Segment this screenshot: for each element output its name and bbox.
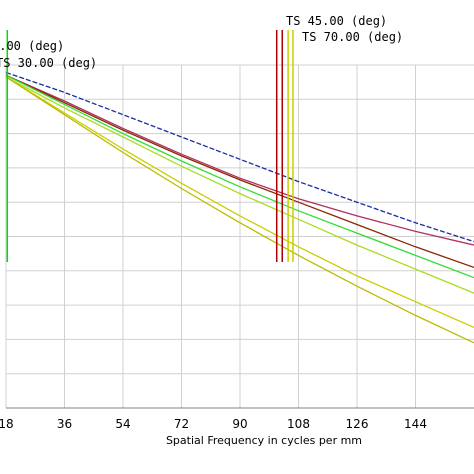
x-tick-label: 90 [232,417,247,431]
x-axis-label: Spatial Frequency in cycles per mm [166,434,362,447]
x-tick-labels: 18 36 54 72 90 108 126 144 [0,417,427,431]
series-lines [5,71,474,344]
x-tick-label: 72 [174,417,189,431]
x-tick-label: 54 [115,417,130,431]
x-tick-label: 36 [57,417,72,431]
x-tick-label: 126 [346,417,369,431]
series-line [5,74,474,279]
series-line [5,76,474,294]
x-tick-label: 108 [287,417,310,431]
x-tick-label: 144 [404,417,427,431]
legend-label-ts-0: 0.00 (deg) [0,39,64,53]
series-line [5,74,474,269]
legend-label-ts-70: TS 70.00 (deg) [302,30,403,44]
x-tick-label: 18 [0,417,14,431]
series-line [5,76,474,344]
legend-label-ts-30: TS 30.00 (deg) [0,56,97,70]
series-line [5,74,474,246]
series-line [5,76,474,328]
field-markers [6,30,294,262]
series-line [5,71,474,243]
legend-label-ts-45: TS 45.00 (deg) [286,14,387,28]
plot-grid [5,64,474,409]
